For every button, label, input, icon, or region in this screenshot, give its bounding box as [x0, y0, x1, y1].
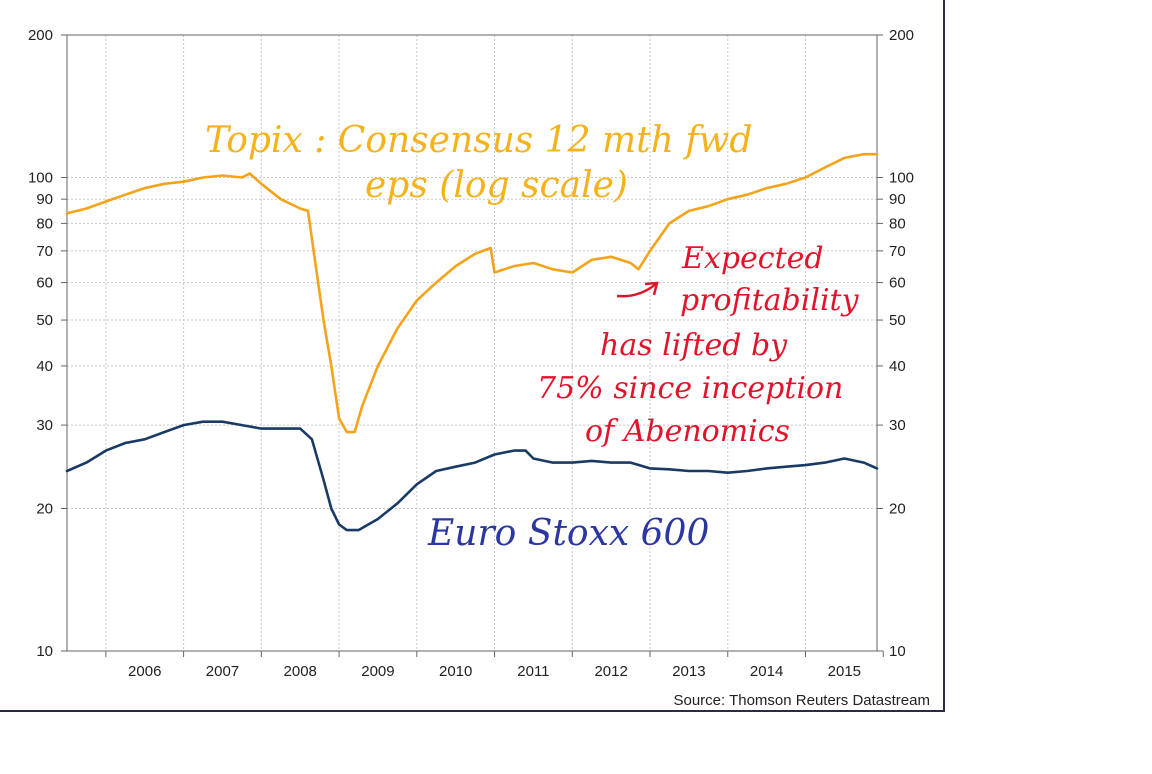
x-tick-label: 2013 — [672, 663, 705, 680]
plot-frame — [66, 34, 878, 652]
topix-series-line — [65, 152, 879, 434]
y-tick-label-right: 20 — [889, 500, 906, 517]
y-tick-label-right: 200 — [889, 27, 914, 44]
y-tick-label-right: 100 — [889, 170, 914, 187]
y-tick-label-left: 80 — [36, 215, 53, 232]
y-tick-label-left: 20 — [36, 500, 53, 517]
y-tick-label-left: 10 — [36, 643, 53, 660]
y-tick-label-right: 60 — [889, 275, 906, 292]
series-layer — [65, 152, 879, 532]
y-tick-label-right: 80 — [889, 215, 906, 232]
y-tick-label-right: 70 — [889, 243, 906, 260]
x-tick-label: 2011 — [517, 663, 549, 680]
y-tick-label-left: 90 — [36, 191, 53, 208]
y-tick-label-left: 30 — [36, 417, 53, 434]
x-tick-label: 2009 — [361, 663, 394, 680]
x-tick-label: 2006 — [128, 663, 161, 680]
x-tick-label: 2014 — [750, 663, 783, 680]
x-tick-label: 2012 — [594, 663, 627, 680]
euro-series-line — [65, 420, 879, 532]
y-tick-label-left: 200 — [28, 27, 53, 44]
chart-canvas: 10 10 20 20 30 30 40 40 50 50 60 60 70 70 80 80 90 90 100 1… — [28, 27, 930, 709]
y-tick-label-left: 40 — [36, 358, 53, 375]
y-tick-label-right: 50 — [889, 312, 906, 329]
y-tick-label-left: 60 — [36, 275, 53, 292]
y-tick-label-left: 100 — [28, 170, 53, 187]
chart-frame: 10 10 20 20 30 30 40 40 50 50 60 60 70 70 80 80 90 90 100 1… — [0, 0, 945, 712]
grid-layer — [67, 35, 877, 651]
y-tick-label-right: 90 — [889, 191, 906, 208]
y-tick-label-left: 50 — [36, 312, 53, 329]
y-tick-label-right: 10 — [889, 643, 906, 660]
y-tick-label-left: 70 — [36, 243, 53, 260]
y-tick-label-right: 40 — [889, 358, 906, 375]
x-tick-label: 2015 — [828, 663, 861, 680]
x-tick-label: 2008 — [284, 663, 317, 680]
source-label: Source: Thomson Reuters Datastream — [673, 692, 930, 709]
x-tick-label: 2010 — [439, 663, 472, 680]
y-tick-label-right: 30 — [889, 417, 906, 434]
x-tick-label: 2007 — [206, 663, 239, 680]
axis-layer: 10 10 20 20 30 30 40 40 50 50 60 60 70 70 80 80 90 90 100 1… — [28, 27, 914, 680]
